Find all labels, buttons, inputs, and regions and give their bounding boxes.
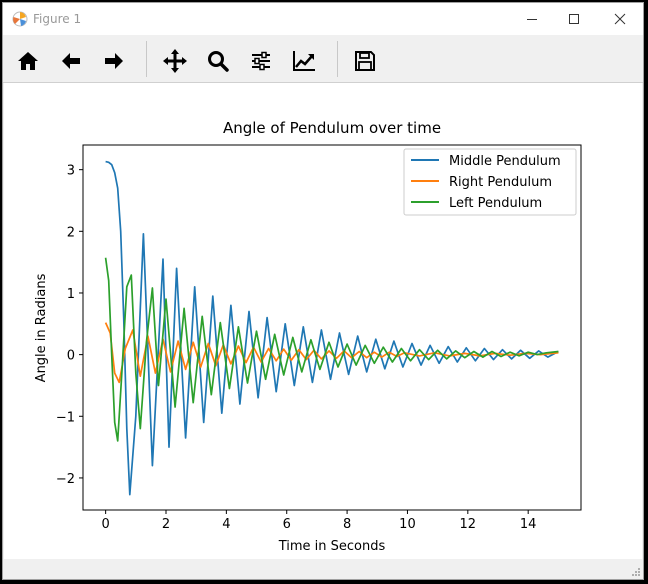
forward-button[interactable] [98, 45, 130, 77]
status-bar [3, 559, 643, 579]
x-tick-label: 12 [460, 517, 477, 532]
zoom-icon [208, 51, 229, 72]
subplots-button[interactable] [245, 45, 277, 77]
title-bar[interactable]: Figure 1 [3, 3, 643, 35]
left-pendulum-line [104, 257, 559, 442]
navigation-toolbar [3, 35, 643, 83]
close-button[interactable] [597, 3, 643, 35]
matplotlib-logo-icon [12, 11, 28, 27]
maximize-icon [569, 14, 579, 24]
legend: Middle Pendulum Right Pendulum Left Pend… [403, 148, 577, 216]
x-tick-label: 8 [343, 517, 351, 532]
x-tick-label: 14 [520, 517, 537, 532]
pan-button[interactable] [159, 45, 191, 77]
x-tick-label: 2 [162, 517, 170, 532]
customize-icon [293, 51, 315, 71]
y-tick-label: 2 [67, 225, 75, 240]
y-axis-label: Angle in Radians [34, 273, 49, 382]
x-axis-label: Time in Seconds [278, 539, 386, 554]
y-tick-label: 1 [67, 287, 75, 302]
middle-pendulum-line [105, 160, 559, 496]
forward-arrow-icon [105, 53, 123, 69]
minimize-button[interactable] [509, 3, 555, 35]
minimize-icon [527, 19, 537, 20]
legend-label-left: Left Pendulum [449, 196, 542, 211]
customize-button[interactable] [288, 45, 320, 77]
figure-canvas[interactable]: Angle of Pendulum over time Time in Seco… [4, 83, 642, 561]
save-icon [355, 51, 375, 71]
y-tick-label: −2 [56, 472, 75, 487]
legend-box [403, 148, 577, 216]
y-tick-label: 0 [67, 349, 75, 364]
x-tick-label: 6 [283, 517, 291, 532]
subplots-icon [252, 51, 270, 71]
legend-label-right: Right Pendulum [449, 175, 552, 190]
home-button[interactable] [12, 45, 44, 77]
y-tick-label: −1 [56, 410, 75, 425]
close-icon [614, 13, 626, 25]
legend-label-middle: Middle Pendulum [449, 154, 561, 169]
resize-grip-icon[interactable] [631, 567, 641, 577]
toolbar-separator [146, 41, 147, 77]
save-button[interactable] [349, 45, 381, 77]
right-pendulum-line [104, 322, 559, 384]
pan-icon [163, 49, 187, 73]
zoom-button[interactable] [202, 45, 234, 77]
pendulum-chart[interactable]: Angle of Pendulum over time Time in Seco… [4, 83, 642, 561]
x-tick-label: 10 [399, 517, 416, 532]
back-arrow-icon [62, 53, 80, 69]
toolbar-separator [337, 41, 338, 77]
axes-frame [82, 144, 582, 511]
x-tick-label: 4 [222, 517, 230, 532]
window-title: Figure 1 [33, 12, 82, 26]
maximize-button[interactable] [551, 3, 597, 35]
x-tick-label: 0 [101, 517, 109, 532]
chart-title: Angle of Pendulum over time [223, 119, 441, 137]
y-tick-label: 3 [67, 164, 75, 179]
back-button[interactable] [55, 45, 87, 77]
home-icon [18, 52, 38, 70]
